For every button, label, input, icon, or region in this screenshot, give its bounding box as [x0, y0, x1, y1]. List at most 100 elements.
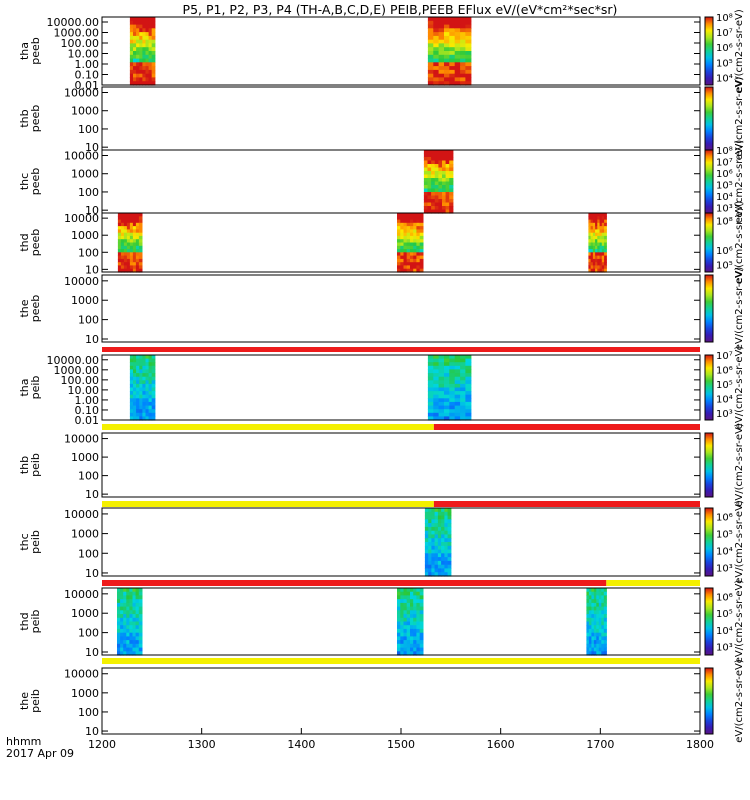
spectrogram-cell	[138, 216, 143, 221]
spectrogram-cell	[419, 229, 424, 234]
spectrogram-cell	[423, 164, 429, 169]
spectrogram-cell	[433, 47, 440, 52]
spectrogram-cell	[410, 610, 414, 615]
spectrogram-cell	[120, 216, 125, 221]
spectrogram-cell	[117, 265, 122, 270]
colorbar-scale	[704, 432, 714, 498]
spectrogram-cell	[139, 358, 143, 363]
spectrogram-cell	[129, 54, 134, 60]
spectrogram-cell	[444, 32, 450, 37]
spectrogram-cell	[444, 526, 449, 532]
spectrogram-cell	[145, 39, 150, 45]
spectrogram-cell	[126, 595, 130, 600]
y-axis-label: peib	[29, 689, 42, 713]
spectrogram-cell	[595, 226, 598, 230]
spectrogram-cell	[129, 632, 134, 637]
spectrogram-cell	[427, 398, 434, 403]
spectrogram-cell	[413, 628, 417, 634]
spectrogram-cell	[438, 412, 445, 417]
spectrogram-cell	[400, 252, 405, 257]
spectrogram-cell	[129, 262, 134, 267]
y-tick-label: 1000	[71, 229, 99, 242]
spectrogram-cell	[400, 636, 405, 641]
spectrogram-cell	[126, 591, 130, 596]
spectrogram-cell	[120, 213, 125, 217]
spectrogram-cell	[442, 164, 447, 169]
spectrogram-cell	[139, 398, 143, 403]
spectrogram-cell	[465, 24, 472, 29]
spectrogram-cell	[449, 167, 454, 172]
spectrogram-cell	[427, 387, 434, 392]
spectrogram-cell	[129, 58, 134, 63]
spectrogram-cell	[129, 628, 134, 634]
spectrogram-cell	[431, 199, 436, 204]
spectrogram-cell	[427, 412, 434, 417]
spectrogram-cell	[433, 77, 440, 82]
spectrogram-cell	[400, 625, 405, 630]
spectrogram-cell	[434, 167, 439, 172]
spectrogram-cell	[139, 383, 143, 389]
spectrogram-cell	[413, 268, 417, 273]
spectrogram-cell	[465, 47, 472, 52]
spectrogram-cell	[437, 564, 442, 570]
spectrogram-cell	[438, 66, 445, 71]
spectrogram-cell	[419, 602, 424, 608]
colorbar-scale	[704, 149, 714, 214]
spectrogram-cell	[428, 523, 432, 528]
spectrogram-cell	[410, 265, 414, 270]
spectrogram-cell	[444, 534, 449, 539]
mode-bar	[102, 347, 700, 352]
spectrogram-cell	[591, 595, 595, 600]
spectrogram-cell	[423, 171, 429, 176]
spectrogram-cell	[406, 614, 411, 619]
spectrogram-cell	[601, 265, 605, 270]
spectrogram-cell	[406, 651, 411, 656]
spectrogram-cell	[598, 632, 602, 637]
spectrogram-cell	[129, 258, 134, 263]
spectrogram-cell	[454, 54, 461, 60]
spectrogram-cell	[135, 268, 140, 273]
data-block	[427, 355, 472, 421]
spectrogram-cell	[410, 628, 414, 634]
spectrogram-cell	[604, 265, 607, 270]
spectrogram-cell	[138, 640, 143, 645]
spectrogram-cell	[428, 560, 432, 566]
y-tick-label: 10000	[64, 149, 99, 162]
spectrogram-cell	[397, 213, 401, 217]
spectrogram-cell	[434, 192, 439, 197]
spectrogram-cell	[400, 628, 405, 634]
spectrogram-cell	[419, 245, 424, 250]
spectrogram-cell	[427, 358, 434, 363]
spectrogram-cell	[397, 610, 401, 615]
spectrogram-cell	[403, 242, 408, 247]
spectrogram-cell	[148, 51, 153, 56]
spectrogram-cell	[136, 58, 140, 63]
spectrogram-cell	[588, 602, 592, 608]
spectrogram-cell	[438, 77, 445, 82]
spectrogram-cell	[444, 369, 450, 374]
spectrogram-cell	[403, 235, 408, 240]
spectrogram-cell	[465, 32, 472, 37]
spectrogram-cell	[129, 610, 134, 615]
data-block	[423, 150, 454, 214]
spectrogram-cell	[465, 369, 472, 374]
spectrogram-cell	[454, 62, 461, 67]
spectrogram-cell	[148, 412, 153, 417]
y-tick-label: 10000	[64, 212, 99, 225]
colorbar-label: eV/(cm2-s-sr-eV)	[734, 346, 745, 430]
y-tick-label: 0.01	[75, 79, 100, 92]
y-tick-label: 1000.00	[54, 364, 100, 377]
spectrogram-cell	[442, 185, 447, 190]
spectrogram-cell	[123, 621, 127, 626]
spectrogram-cell	[138, 255, 143, 260]
spectrogram-cell	[120, 651, 124, 656]
spectrogram-cell	[138, 219, 143, 224]
spectrogram-cell	[416, 647, 421, 652]
spectrogram-cell	[148, 409, 153, 414]
spectrogram-cell	[588, 226, 592, 230]
spectrogram-cell	[434, 209, 439, 214]
spectrogram-cell	[136, 17, 140, 22]
spectrogram-cell	[454, 58, 461, 63]
spectrogram-cell	[126, 265, 131, 270]
